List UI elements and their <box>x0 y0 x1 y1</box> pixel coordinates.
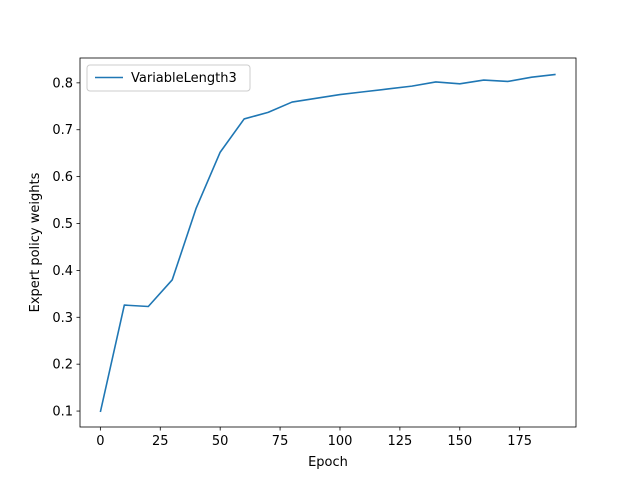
x-tick-label: 150 <box>447 434 472 449</box>
legend-box <box>86 64 251 92</box>
plot-area <box>99 73 556 413</box>
x-tick-label: 0 <box>96 434 104 449</box>
axes-frame <box>79 57 577 428</box>
legend: VariableLength3 <box>86 64 251 92</box>
x-tick-label: 100 <box>328 434 353 449</box>
x-tick-label: 25 <box>152 434 169 449</box>
legend-label: VariableLength3 <box>131 71 237 86</box>
y-tick-label: 0.3 <box>52 311 73 326</box>
x-tick-label: 175 <box>507 434 532 449</box>
y-tick-label: 0.2 <box>52 358 73 373</box>
y-tick-label: 0.1 <box>52 405 73 420</box>
y-axis-label: Expert policy weights <box>28 172 43 312</box>
x-tick-label: 50 <box>212 434 229 449</box>
axes: 0 25 50 75 100 125 150 175 0.1 0.2 0.3 0.4 0.5 0.6 0.7… <box>52 57 577 449</box>
x-axis-label: Epoch <box>308 455 348 470</box>
x-tick-label: 75 <box>272 434 289 449</box>
y-tick-label: 0.5 <box>52 217 73 232</box>
y-tick-label: 0.6 <box>52 170 73 185</box>
x-tick-label: 125 <box>387 434 412 449</box>
y-tick-label: 0.4 <box>52 264 73 279</box>
y-tick-label: 0.7 <box>52 123 73 138</box>
series-line-0 <box>99 73 556 413</box>
y-tick-label: 0.8 <box>52 76 73 91</box>
